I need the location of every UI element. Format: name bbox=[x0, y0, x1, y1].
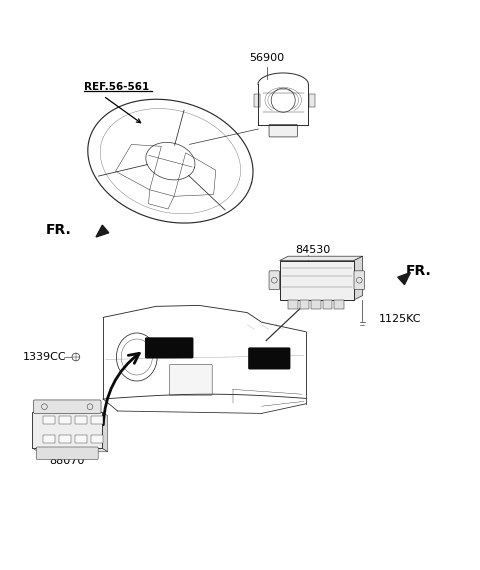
Polygon shape bbox=[102, 412, 108, 452]
Text: 1125KC: 1125KC bbox=[379, 314, 422, 324]
Bar bbox=[288, 300, 298, 308]
FancyBboxPatch shape bbox=[169, 364, 212, 395]
Bar bbox=[334, 300, 344, 308]
Text: FR.: FR. bbox=[406, 263, 432, 278]
FancyBboxPatch shape bbox=[279, 260, 354, 300]
Text: 88070: 88070 bbox=[49, 456, 85, 466]
FancyBboxPatch shape bbox=[354, 271, 365, 290]
Text: FR.: FR. bbox=[46, 223, 72, 237]
Bar bbox=[91, 416, 103, 424]
Bar bbox=[300, 300, 310, 308]
Bar bbox=[312, 300, 321, 308]
FancyBboxPatch shape bbox=[269, 271, 279, 290]
Polygon shape bbox=[279, 256, 363, 260]
Text: 56900: 56900 bbox=[249, 53, 285, 63]
FancyBboxPatch shape bbox=[269, 124, 297, 137]
FancyBboxPatch shape bbox=[33, 412, 102, 448]
Bar bbox=[43, 416, 55, 424]
FancyBboxPatch shape bbox=[34, 400, 101, 413]
Text: REF.56-561: REF.56-561 bbox=[84, 82, 149, 92]
Polygon shape bbox=[96, 225, 109, 237]
FancyBboxPatch shape bbox=[36, 447, 98, 459]
FancyBboxPatch shape bbox=[145, 337, 193, 359]
Bar bbox=[323, 300, 333, 308]
Text: 1339CC: 1339CC bbox=[23, 352, 67, 362]
Bar bbox=[43, 435, 55, 443]
Bar bbox=[309, 94, 315, 107]
Polygon shape bbox=[33, 448, 108, 452]
Text: 84530: 84530 bbox=[295, 245, 330, 255]
Bar bbox=[59, 435, 71, 443]
Bar bbox=[75, 435, 87, 443]
Polygon shape bbox=[354, 256, 363, 300]
Bar bbox=[59, 416, 71, 424]
Bar bbox=[91, 435, 103, 443]
Polygon shape bbox=[398, 272, 410, 284]
Bar bbox=[75, 416, 87, 424]
Bar bbox=[254, 94, 260, 107]
FancyBboxPatch shape bbox=[248, 347, 290, 369]
